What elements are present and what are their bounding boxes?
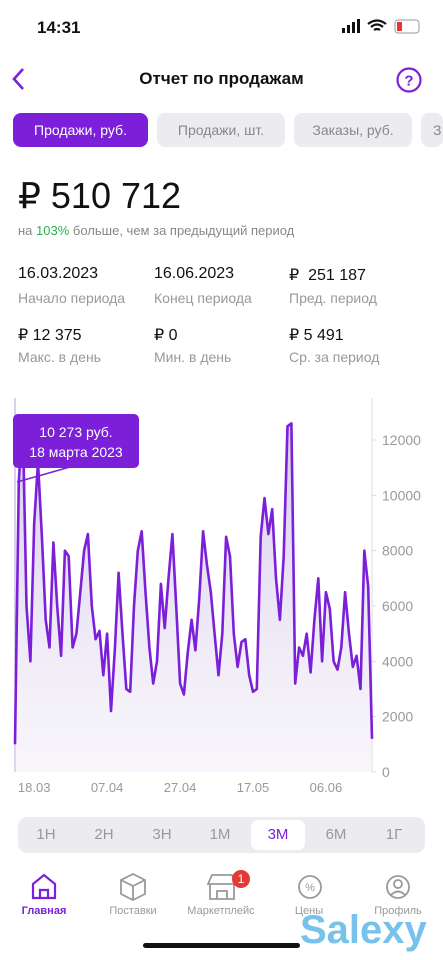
nav-item[interactable]: Главная	[21, 905, 67, 917]
stat-label: Мин. в день	[154, 349, 232, 365]
tooltip	[13, 414, 139, 468]
period-selector: 1Н 2Н 3Н 1М 3М 6М 1Г	[18, 817, 425, 853]
status-icons	[342, 19, 420, 34]
x-tick-label: 07.04	[91, 780, 124, 795]
tooltip-value: 10 273 руб.	[39, 424, 112, 440]
svg-text:?: ?	[404, 73, 413, 90]
status-time: 14:31	[37, 18, 81, 37]
x-tick-label: 17.05	[237, 780, 270, 795]
tooltip-date: 18 марта 2023	[29, 444, 123, 460]
total: ₽ 510 712	[18, 175, 182, 216]
tab[interactable]: Заказы, руб.	[294, 113, 412, 147]
nav-item[interactable]: Поставки	[109, 905, 157, 917]
tab[interactable]: З	[421, 113, 443, 147]
y-tick-label: 4000	[382, 653, 413, 669]
svg-text:%: %	[305, 882, 315, 894]
comparison: на 103% больше, чем за предыдущий период	[18, 223, 294, 238]
header-title: Отчет по продажам	[139, 69, 304, 88]
y-tick-label: 10000	[382, 487, 421, 503]
tab[interactable]: Продажи, руб.	[13, 113, 148, 147]
y-tick-label: 2000	[382, 709, 413, 725]
stat-value: ₽ 0	[154, 327, 178, 344]
y-tick-label: 8000	[382, 543, 413, 559]
comparison-suffix: больше, чем за предыдущий период	[72, 223, 295, 238]
stat-value: ₽ 12 375	[18, 327, 82, 344]
help-button[interactable]: ?	[395, 66, 423, 94]
nav-item[interactable]: Маркетплейс	[187, 905, 255, 917]
period-button[interactable]: 1Н	[36, 826, 56, 843]
home-indicator	[143, 943, 300, 948]
y-tick-label: 6000	[382, 598, 413, 614]
stat-value: 16.06.2023	[154, 265, 235, 282]
stat-label: Макс. в день	[18, 349, 101, 365]
nav-item[interactable]: Цены	[294, 905, 324, 917]
nav-item[interactable]: Профиль	[374, 905, 422, 917]
x-tick-label: 18.03	[18, 780, 51, 795]
period-button[interactable]: 1М	[209, 826, 231, 843]
stat-value: ₽ 5 491	[289, 327, 344, 344]
period-button[interactable]: 3М	[251, 820, 305, 850]
tooltip-pointer	[16, 466, 71, 483]
stat-label: Пред. период	[289, 290, 377, 306]
stat-label: Конец периода	[154, 290, 252, 306]
x-tick-label: 06.06	[310, 780, 343, 795]
tab[interactable]: Продажи, шт.	[157, 113, 285, 147]
badge: 1	[238, 872, 245, 886]
y-tick-label: 0	[382, 764, 390, 780]
period-button[interactable]: 1Г	[385, 826, 403, 843]
nav-icons: 1 %	[31, 870, 410, 902]
watermark: Salexy	[300, 908, 427, 952]
y-tick-label: 12000	[382, 432, 421, 448]
stat-value: 16.03.2023	[18, 265, 99, 282]
stat-value: ₽ 251 187	[289, 267, 366, 284]
percent: 103%	[36, 223, 70, 238]
stat-label: Начало периода	[18, 290, 126, 306]
comparison-prefix: на	[18, 223, 33, 238]
back-button[interactable]	[8, 66, 30, 92]
line	[13, 416, 374, 745]
period-button[interactable]: 3Н	[152, 826, 172, 843]
x-tick-label: 27.04	[164, 780, 197, 795]
period-button[interactable]: 2Н	[94, 826, 114, 843]
area	[15, 417, 372, 772]
stat-label: Ср. за период	[289, 349, 380, 365]
chart: 0 2000 4000 6000 8000 10000 12000 18.03 07.04 27.…	[13, 398, 421, 795]
period-button[interactable]: 6М	[325, 826, 347, 843]
